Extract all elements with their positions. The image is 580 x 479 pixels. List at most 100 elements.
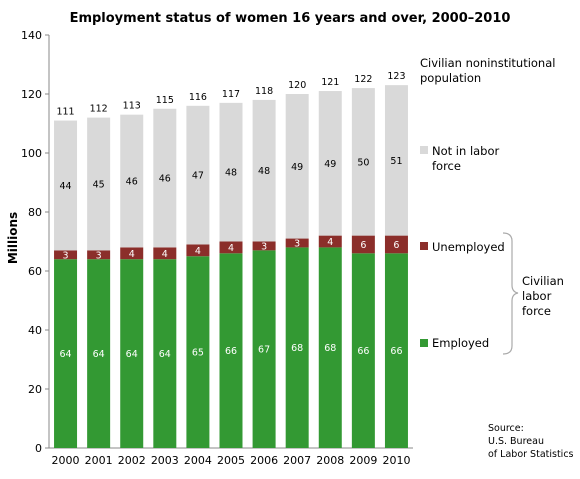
bar-segment-unemployed bbox=[252, 241, 276, 251]
data-label: 66 bbox=[357, 346, 369, 357]
bar-segment-unemployed bbox=[318, 235, 342, 248]
data-label: 64 bbox=[126, 349, 138, 360]
bar-segment-employed bbox=[285, 247, 309, 448]
bar-segment-unemployed bbox=[285, 238, 309, 248]
y-tick-label: 60 bbox=[28, 265, 42, 278]
y-tick-label: 140 bbox=[21, 29, 42, 42]
legend-not-in-labor-force-line2: force bbox=[432, 159, 461, 173]
bar-segment-employed bbox=[153, 259, 177, 448]
axes: 0 20 40 60 80 100 120 140 2000 2001 2002 2003 2004 20… bbox=[21, 29, 413, 467]
bar-segment-not-in-labor-force bbox=[285, 94, 309, 239]
bar-segment-employed bbox=[384, 253, 408, 448]
labor-force-brace bbox=[502, 232, 519, 355]
legend-population-line1: Civilian noninstitutional bbox=[420, 56, 555, 70]
bar-segment-unemployed bbox=[351, 235, 375, 254]
data-label: 45 bbox=[93, 179, 105, 190]
source-line: Source: bbox=[488, 423, 524, 434]
x-tick-label: 2004 bbox=[184, 454, 212, 467]
total-label: 112 bbox=[90, 104, 108, 115]
legend-civilian-labor-force-line3: force bbox=[522, 304, 551, 318]
data-label: 4 bbox=[228, 243, 234, 254]
y-axis-label: Millions bbox=[6, 212, 20, 264]
bar-segment-not-in-labor-force bbox=[186, 105, 210, 245]
total-label: 123 bbox=[387, 71, 405, 82]
bar-segment-not-in-labor-force bbox=[87, 117, 111, 251]
x-tick-label: 2010 bbox=[382, 454, 410, 467]
data-label: 65 bbox=[192, 348, 204, 359]
bar-segment-not-in-labor-force bbox=[318, 91, 342, 236]
data-label: 4 bbox=[129, 249, 135, 260]
total-label: 116 bbox=[189, 92, 207, 103]
x-tick-label: 2006 bbox=[250, 454, 278, 467]
y-tick-label: 0 bbox=[35, 442, 42, 455]
total-label: 122 bbox=[354, 74, 372, 85]
y-tick-label: 40 bbox=[28, 324, 42, 337]
legend-civilian-labor-force-line1: Civilian bbox=[522, 274, 564, 288]
bar-segment-not-in-labor-force bbox=[384, 85, 408, 236]
legend-swatch-unemployed bbox=[420, 242, 428, 250]
data-label: 50 bbox=[357, 157, 369, 168]
data-label: 67 bbox=[258, 345, 270, 356]
bar-segment-unemployed bbox=[87, 250, 111, 260]
y-tick-label: 20 bbox=[28, 383, 42, 396]
y-tick-label: 100 bbox=[21, 147, 42, 160]
legend-employed: Employed bbox=[432, 336, 489, 350]
data-label: 46 bbox=[126, 177, 138, 188]
data-label: 6 bbox=[393, 240, 399, 251]
x-tick-label: 2009 bbox=[349, 454, 377, 467]
y-tick-label: 120 bbox=[21, 88, 42, 101]
data-label: 68 bbox=[291, 343, 303, 354]
data-label: 64 bbox=[59, 349, 71, 360]
data-label: 66 bbox=[390, 346, 402, 357]
legend-not-in-labor-force-line1: Not in labor bbox=[432, 144, 500, 158]
source-line: U.S. Bureau bbox=[488, 436, 544, 447]
bar-segment-employed bbox=[120, 259, 144, 448]
data-label: 66 bbox=[225, 346, 237, 357]
x-tick-label: 2003 bbox=[151, 454, 179, 467]
bar-segment-not-in-labor-force bbox=[351, 88, 375, 236]
bar-segment-employed bbox=[351, 253, 375, 448]
data-label: 49 bbox=[291, 162, 303, 173]
bars: 6434411164345112644461136444611565447116… bbox=[54, 71, 408, 448]
source-note: Source: U.S. Bureau of Labor Statistics bbox=[488, 423, 574, 460]
data-label: 4 bbox=[195, 246, 201, 257]
total-label: 113 bbox=[123, 101, 141, 112]
x-tick-label: 2001 bbox=[85, 454, 113, 467]
data-label: 4 bbox=[327, 237, 333, 248]
legend-population-line2: population bbox=[420, 71, 481, 85]
y-tick-label: 80 bbox=[28, 206, 42, 219]
x-tick-label: 2005 bbox=[217, 454, 245, 467]
data-label: 3 bbox=[63, 250, 69, 261]
x-tick-label: 2002 bbox=[118, 454, 146, 467]
data-label: 64 bbox=[159, 349, 171, 360]
bar-segment-unemployed bbox=[384, 235, 408, 254]
total-label: 117 bbox=[222, 89, 240, 100]
data-label: 4 bbox=[162, 249, 168, 260]
bar-segment-employed bbox=[252, 250, 276, 448]
bar-segment-unemployed bbox=[153, 247, 177, 260]
legend-unemployed: Unemployed bbox=[432, 240, 505, 254]
bar-segment-unemployed bbox=[120, 247, 144, 260]
total-label: 118 bbox=[255, 86, 273, 97]
data-label: 44 bbox=[59, 181, 71, 192]
x-tick-label: 2008 bbox=[316, 454, 344, 467]
bar-segment-employed bbox=[54, 259, 78, 448]
data-label: 6 bbox=[360, 240, 366, 251]
legend-swatch-employed bbox=[420, 339, 428, 347]
data-label: 48 bbox=[258, 166, 270, 177]
bar-segment-unemployed bbox=[54, 250, 78, 260]
legend-swatch-not-in-labor-force bbox=[420, 146, 428, 154]
bar-segment-employed bbox=[186, 256, 210, 448]
bar-segment-unemployed bbox=[186, 244, 210, 257]
data-label: 3 bbox=[261, 241, 267, 252]
bar-segment-unemployed bbox=[219, 241, 243, 254]
data-label: 3 bbox=[294, 238, 300, 249]
data-label: 48 bbox=[225, 168, 237, 179]
bar-segment-employed bbox=[219, 253, 243, 448]
source-line: of Labor Statistics bbox=[488, 449, 574, 460]
bar-segment-employed bbox=[87, 259, 111, 448]
total-label: 115 bbox=[156, 95, 174, 106]
bar-segment-not-in-labor-force bbox=[54, 120, 78, 251]
bar-segment-not-in-labor-force bbox=[252, 99, 276, 242]
